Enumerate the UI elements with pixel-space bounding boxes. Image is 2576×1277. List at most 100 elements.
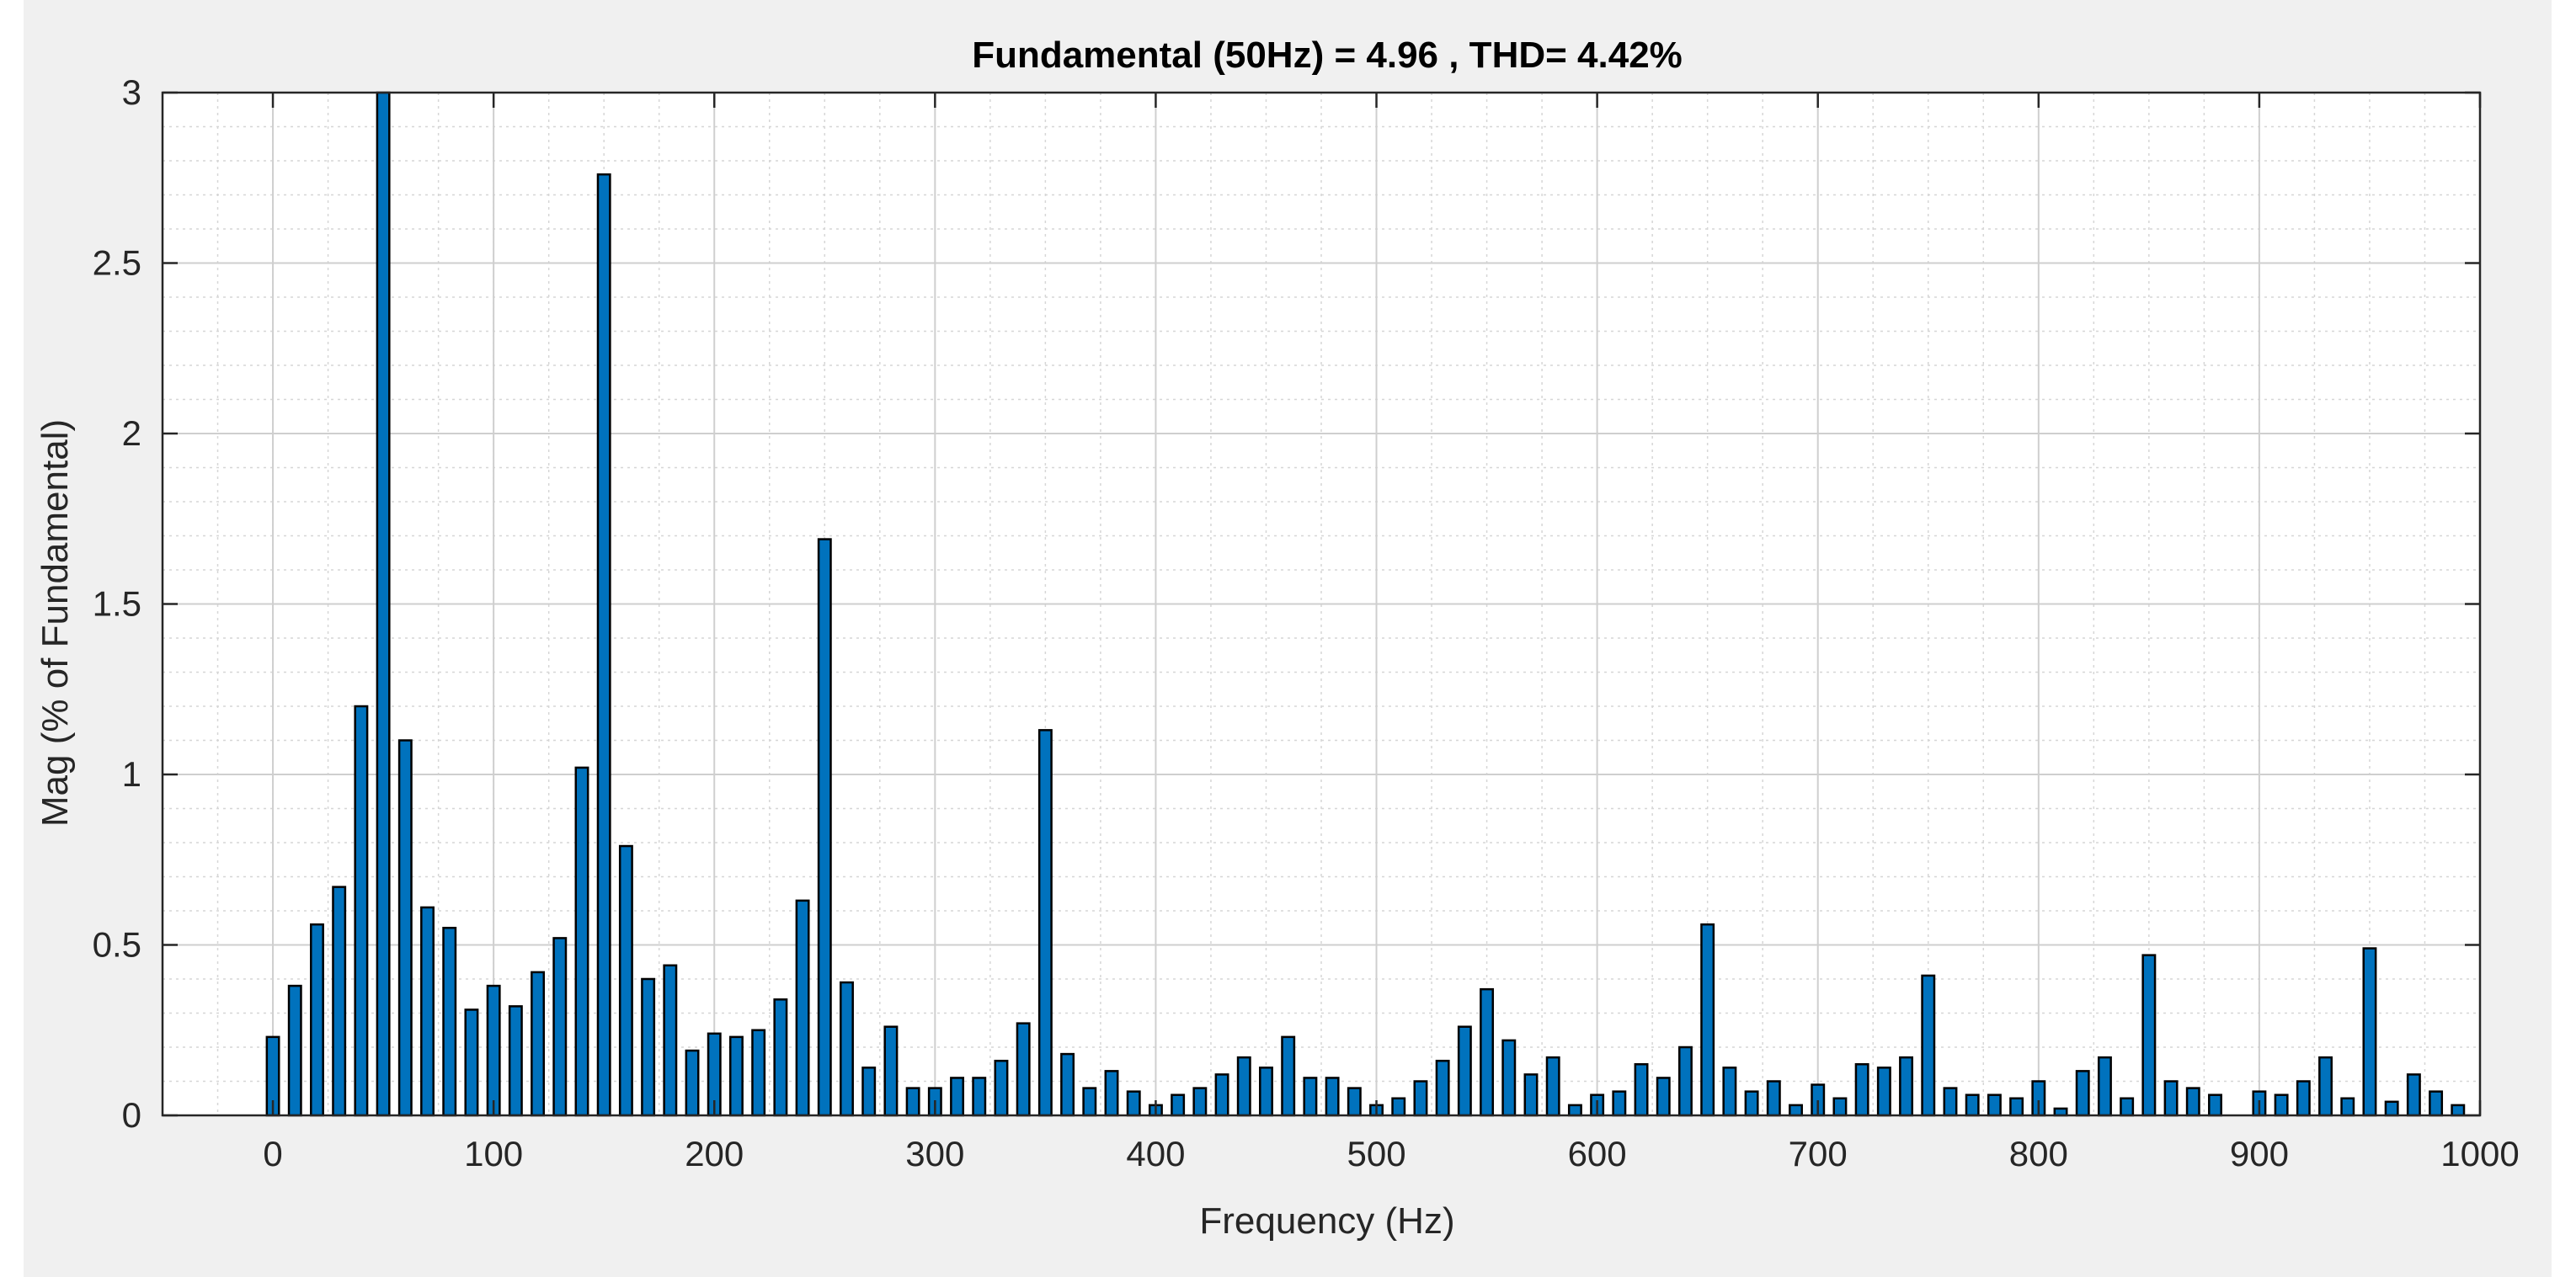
x-tick-label: 800 [2009, 1134, 2068, 1173]
bar [2384, 1100, 2399, 1117]
x-tick-label: 200 [685, 1134, 744, 1173]
bar [1192, 1087, 1208, 1117]
bar [795, 899, 810, 1117]
bar [1391, 1097, 1406, 1117]
bar [1876, 1067, 1891, 1117]
bar [1325, 1077, 1340, 1117]
x-tick-label: 1000 [2440, 1134, 2519, 1173]
bar [861, 1067, 877, 1117]
bar [1037, 729, 1053, 1117]
bar [1854, 1063, 1869, 1117]
bar [817, 538, 832, 1117]
bar [442, 927, 457, 1117]
bar [2141, 954, 2157, 1117]
bar [905, 1087, 920, 1117]
bar [972, 1077, 987, 1117]
bar [2120, 1097, 2135, 1117]
bar [420, 906, 435, 1117]
bar [773, 998, 788, 1117]
x-tick-label: 900 [2230, 1134, 2289, 1173]
bar [287, 984, 302, 1117]
x-tick-labels: 0 100 200 300 400 500 600 700 800 900 1000 [263, 1134, 2519, 1173]
bar [1236, 1056, 1251, 1117]
bar [531, 971, 546, 1117]
bar [1457, 1025, 1472, 1117]
bar [464, 1008, 479, 1117]
y-tick-label: 2 [122, 413, 141, 453]
bar [840, 981, 854, 1117]
bar [685, 1049, 700, 1117]
bar [2429, 1090, 2444, 1117]
x-tick-label: 600 [1568, 1134, 1627, 1173]
bar [883, 1025, 899, 1117]
bar [1700, 923, 1715, 1117]
bar [1171, 1093, 1186, 1117]
bar [354, 705, 369, 1117]
bar [1545, 1056, 1560, 1117]
bar [2362, 947, 2377, 1117]
y-tick-label: 2.5 [93, 243, 141, 283]
bar [376, 91, 391, 1117]
bar [2340, 1097, 2355, 1117]
bar [2406, 1073, 2421, 1117]
bar [1501, 1039, 1517, 1117]
bar [1789, 1104, 1803, 1117]
bar [1678, 1046, 1693, 1117]
bar [1060, 1052, 1075, 1117]
bar [486, 984, 501, 1117]
bar [2274, 1093, 2289, 1117]
bar [1104, 1070, 1119, 1117]
bar [1082, 1087, 1097, 1117]
x-tick-label: 400 [1126, 1134, 1185, 1173]
bar [2318, 1056, 2333, 1117]
bar [1943, 1087, 1958, 1117]
x-tick-label: 700 [1789, 1134, 1848, 1173]
bar [1744, 1090, 1759, 1117]
bar [2296, 1080, 2311, 1117]
bar [641, 977, 656, 1117]
bar [1722, 1067, 1737, 1117]
x-tick-label: 100 [464, 1134, 523, 1173]
bar [2163, 1080, 2179, 1117]
bar [1612, 1090, 1627, 1117]
y-tick-label: 1 [122, 754, 141, 794]
bar [310, 923, 324, 1117]
bar [950, 1077, 965, 1117]
y-tick-label: 1.5 [93, 584, 141, 624]
bar [508, 1005, 523, 1117]
bar [1987, 1093, 2002, 1117]
bar [2208, 1093, 2222, 1117]
y-tick-labels: 0 0.5 1 1.5 2 2.5 3 [93, 72, 141, 1135]
bar [2185, 1087, 2200, 1117]
bar [1832, 1097, 1848, 1117]
bar [332, 886, 347, 1117]
bar [1656, 1077, 1671, 1117]
bar [1281, 1035, 1296, 1117]
bar [1523, 1073, 1539, 1117]
bar [1126, 1090, 1141, 1117]
bar [1413, 1080, 1428, 1117]
bar [1214, 1073, 1229, 1117]
bar [1347, 1087, 1362, 1117]
bar [397, 739, 413, 1117]
x-tick-label: 300 [905, 1134, 964, 1173]
bar [1766, 1080, 1781, 1117]
bar [1567, 1104, 1582, 1117]
bar [1259, 1067, 1273, 1117]
bar [552, 937, 568, 1117]
bar [1634, 1063, 1649, 1117]
x-tick-label: 500 [1347, 1134, 1405, 1173]
figure-left-strip [0, 0, 24, 1277]
bar [1965, 1093, 1980, 1117]
bar [994, 1059, 1009, 1117]
bar [574, 766, 589, 1117]
bars [265, 91, 2466, 1117]
chart-title: Fundamental (50Hz) = 4.96 , THD= 4.42% [972, 35, 1683, 76]
bar [596, 173, 611, 1117]
bar [2009, 1097, 2024, 1117]
bar [751, 1029, 766, 1117]
x-axis-label: Frequency (Hz) [1199, 1200, 1454, 1242]
bar [1016, 1022, 1031, 1117]
